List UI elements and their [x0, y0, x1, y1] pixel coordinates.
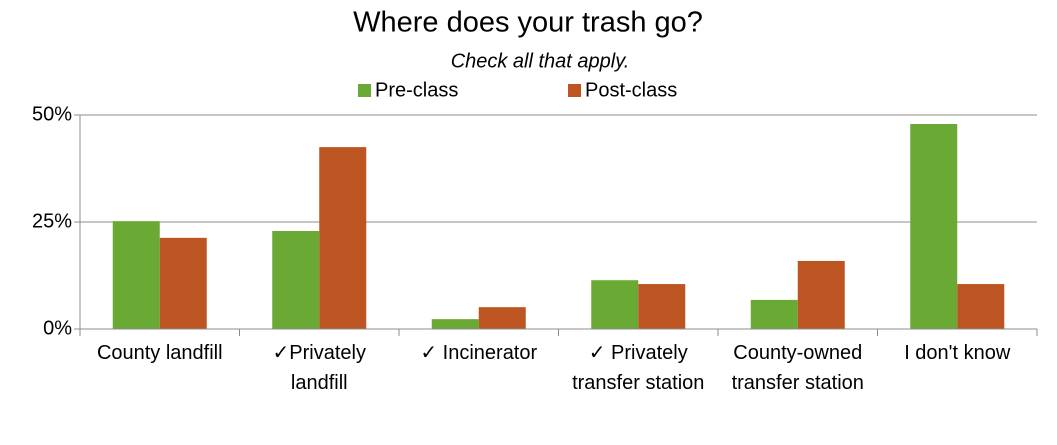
- y-tick-label: 25%: [32, 210, 72, 232]
- bar: [159, 237, 207, 329]
- x-tick-label: County landfill: [96, 342, 223, 364]
- bar: [957, 284, 1005, 329]
- bar: [910, 123, 958, 329]
- bar: [750, 299, 798, 329]
- bar: [797, 260, 845, 329]
- bar: [272, 230, 320, 329]
- bar: [431, 319, 479, 329]
- x-tick-label: ✓ Incinerator: [420, 342, 538, 364]
- legend-label: Post-class: [585, 79, 677, 101]
- legend-swatch: [568, 84, 581, 97]
- bar: [112, 221, 160, 329]
- legend-label: Pre-class: [375, 79, 458, 101]
- chart-subtitle: Check all that apply.: [451, 50, 630, 72]
- bar: [591, 280, 639, 329]
- bar: [478, 307, 526, 329]
- x-tick-label: I don't know: [904, 342, 1011, 364]
- y-tick-label: 0%: [43, 317, 72, 339]
- bar: [319, 147, 367, 329]
- x-tick-label: ✓ Privately transfer station: [572, 342, 705, 394]
- legend-swatch: [358, 84, 371, 97]
- y-tick-label: 50%: [32, 103, 72, 125]
- bar: [638, 284, 686, 329]
- chart-title: Where does your trash go?: [353, 7, 703, 39]
- x-tick-label: ✓Privately landfill: [272, 342, 366, 394]
- x-tick-label: County-owned transfer station: [731, 342, 864, 394]
